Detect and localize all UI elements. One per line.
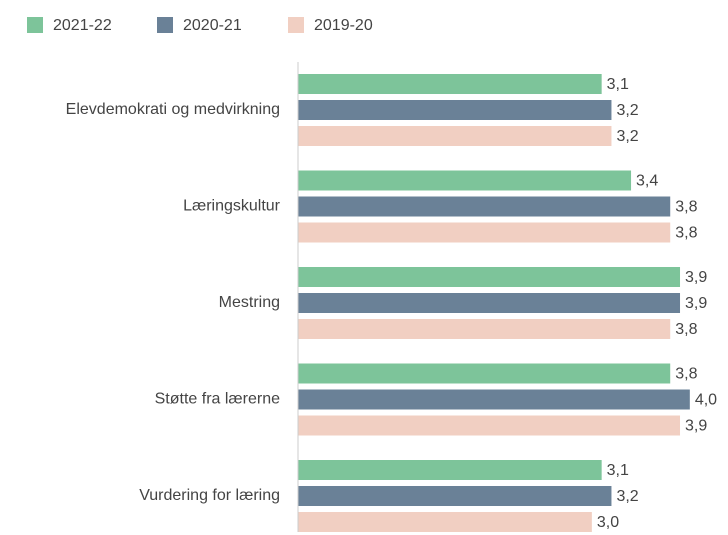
bar — [298, 196, 671, 217]
bar — [298, 512, 592, 532]
value-label: 3,1 — [607, 76, 629, 93]
y-tick-label: Læringskultur — [183, 198, 281, 215]
value-label: 3,8 — [675, 366, 697, 383]
y-tick-label: Støtte fra lærerne — [155, 391, 280, 408]
value-label: 3,8 — [675, 321, 697, 338]
bar — [298, 222, 671, 243]
bar — [298, 389, 690, 410]
value-label: 3,8 — [675, 225, 697, 242]
legend-swatch — [27, 17, 43, 33]
value-label: 3,0 — [597, 514, 619, 531]
value-label: 3,9 — [685, 418, 707, 435]
legend-label: 2020-21 — [183, 17, 242, 34]
value-label: 3,4 — [636, 173, 658, 190]
bar — [298, 319, 671, 339]
bar — [298, 486, 612, 506]
value-label: 3,8 — [675, 199, 697, 216]
bar — [298, 170, 632, 191]
bar — [298, 126, 612, 146]
bar — [298, 415, 681, 436]
value-label: 3,9 — [685, 295, 707, 312]
bar — [298, 363, 671, 384]
bar — [298, 267, 681, 287]
y-tick-label: Mestring — [219, 294, 280, 311]
value-label: 3,9 — [685, 269, 707, 286]
value-label: 4,0 — [695, 392, 717, 409]
legend-label: 2021-22 — [53, 17, 112, 34]
value-label: 3,2 — [616, 128, 638, 145]
value-label: 3,2 — [616, 488, 638, 505]
legend-swatch — [157, 17, 173, 33]
legend-swatch — [288, 17, 304, 33]
value-label: 3,1 — [607, 462, 629, 479]
y-tick-label: Elevdemokrati og medvirkning — [66, 101, 280, 118]
bar — [298, 293, 681, 313]
bar — [298, 460, 602, 480]
bar — [298, 74, 602, 94]
bar — [298, 100, 612, 120]
y-tick-label: Vurdering for læring — [139, 487, 280, 504]
value-label: 3,2 — [616, 102, 638, 119]
legend-label: 2019-20 — [314, 17, 373, 34]
